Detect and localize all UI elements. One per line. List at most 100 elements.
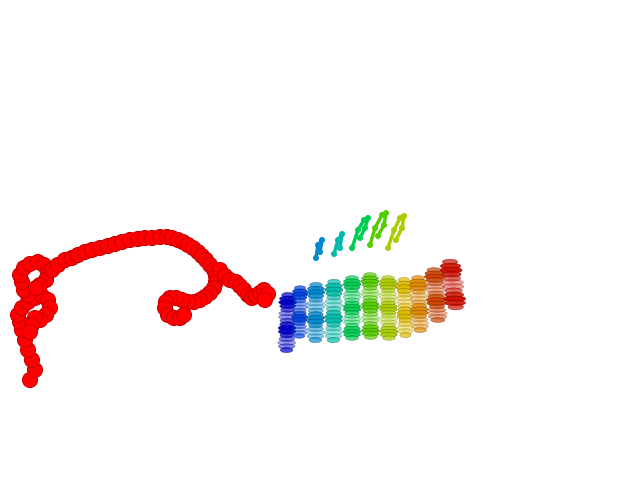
Ellipse shape: [309, 297, 323, 302]
Circle shape: [355, 227, 361, 233]
Circle shape: [159, 229, 175, 244]
Circle shape: [365, 215, 371, 221]
Circle shape: [40, 264, 56, 279]
Circle shape: [20, 295, 35, 310]
Ellipse shape: [364, 335, 377, 339]
Circle shape: [40, 292, 56, 308]
Ellipse shape: [292, 314, 307, 319]
Circle shape: [397, 215, 403, 221]
Ellipse shape: [343, 307, 361, 312]
Circle shape: [175, 292, 189, 308]
Ellipse shape: [281, 307, 294, 312]
Circle shape: [77, 244, 93, 260]
Ellipse shape: [380, 307, 397, 312]
Ellipse shape: [345, 301, 359, 305]
Ellipse shape: [292, 331, 307, 335]
Ellipse shape: [363, 296, 378, 300]
Circle shape: [244, 290, 259, 305]
Circle shape: [357, 235, 363, 241]
Ellipse shape: [292, 305, 308, 310]
Ellipse shape: [307, 315, 324, 321]
Circle shape: [131, 231, 145, 247]
Circle shape: [260, 287, 275, 301]
Circle shape: [108, 237, 122, 252]
Circle shape: [145, 230, 159, 245]
Ellipse shape: [345, 323, 359, 328]
Ellipse shape: [442, 259, 458, 265]
Ellipse shape: [379, 282, 397, 287]
Ellipse shape: [428, 314, 447, 319]
Ellipse shape: [445, 300, 465, 306]
Ellipse shape: [410, 307, 428, 312]
Ellipse shape: [278, 325, 296, 331]
Ellipse shape: [279, 336, 295, 342]
Ellipse shape: [398, 329, 413, 334]
Ellipse shape: [307, 290, 325, 295]
Circle shape: [20, 288, 35, 302]
Circle shape: [28, 311, 42, 325]
Circle shape: [161, 308, 175, 323]
Circle shape: [17, 333, 33, 348]
Ellipse shape: [307, 304, 324, 310]
Ellipse shape: [362, 302, 379, 307]
Ellipse shape: [345, 311, 359, 315]
Ellipse shape: [292, 289, 307, 293]
Circle shape: [198, 252, 214, 267]
Ellipse shape: [381, 276, 394, 280]
Ellipse shape: [343, 282, 361, 287]
Circle shape: [100, 239, 115, 253]
Circle shape: [24, 352, 40, 368]
Ellipse shape: [325, 334, 342, 339]
Ellipse shape: [292, 318, 307, 322]
Ellipse shape: [308, 308, 323, 313]
Ellipse shape: [412, 276, 424, 280]
Ellipse shape: [362, 276, 378, 281]
Ellipse shape: [398, 292, 410, 297]
Ellipse shape: [326, 306, 341, 312]
Circle shape: [349, 245, 355, 251]
Ellipse shape: [411, 310, 428, 315]
Ellipse shape: [325, 299, 342, 304]
Ellipse shape: [343, 295, 361, 299]
Ellipse shape: [327, 337, 340, 343]
Ellipse shape: [293, 321, 305, 325]
Ellipse shape: [442, 284, 464, 289]
Circle shape: [372, 225, 378, 231]
Ellipse shape: [328, 279, 340, 285]
Ellipse shape: [428, 294, 444, 299]
Ellipse shape: [364, 273, 376, 277]
Ellipse shape: [308, 293, 324, 299]
Circle shape: [35, 288, 49, 303]
Ellipse shape: [278, 329, 296, 334]
Circle shape: [17, 283, 31, 298]
Ellipse shape: [292, 292, 308, 297]
Circle shape: [33, 312, 47, 327]
Ellipse shape: [412, 289, 426, 294]
Circle shape: [138, 230, 152, 245]
Ellipse shape: [310, 282, 323, 288]
Circle shape: [115, 235, 129, 250]
Ellipse shape: [364, 286, 377, 290]
Circle shape: [42, 300, 58, 315]
Circle shape: [70, 248, 86, 263]
Ellipse shape: [381, 298, 396, 302]
Ellipse shape: [425, 271, 444, 276]
Ellipse shape: [444, 296, 466, 301]
Ellipse shape: [293, 308, 306, 312]
Ellipse shape: [362, 331, 379, 336]
Ellipse shape: [307, 319, 324, 324]
Circle shape: [20, 343, 35, 358]
Circle shape: [202, 257, 218, 273]
Ellipse shape: [343, 317, 361, 321]
Ellipse shape: [380, 304, 397, 309]
Ellipse shape: [381, 288, 395, 293]
Ellipse shape: [428, 308, 446, 312]
Circle shape: [180, 295, 195, 310]
Ellipse shape: [280, 303, 296, 309]
Ellipse shape: [280, 296, 296, 301]
Circle shape: [10, 308, 26, 323]
Circle shape: [381, 222, 387, 228]
Circle shape: [257, 292, 273, 308]
Circle shape: [36, 257, 51, 273]
Ellipse shape: [308, 326, 323, 332]
